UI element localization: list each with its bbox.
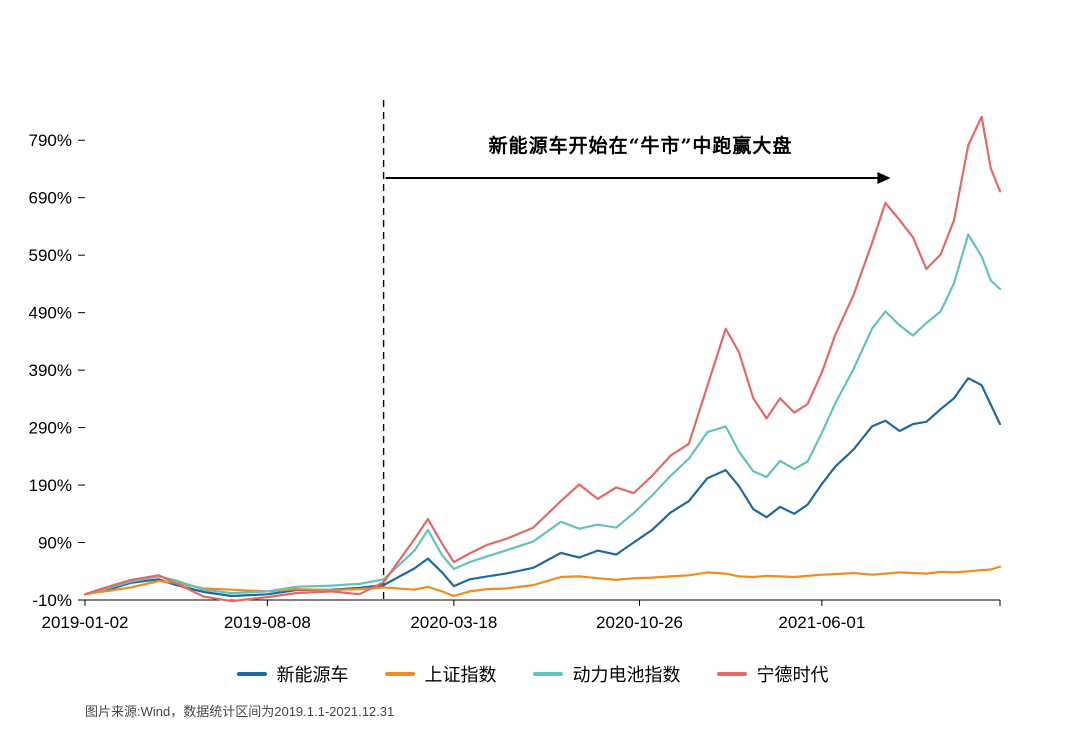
series-line-上证指数 [83,565,1002,598]
y-tick-label: 390% [29,361,72,380]
source-caption: 图片来源:Wind，数据统计区间为2019.1.1-2021.12.31 [85,704,395,719]
x-tick-label: 2019-01-02 [42,613,129,632]
y-tick-label: 590% [29,246,72,265]
legend-item: 新能源车 [236,661,349,687]
x-tick-label: 2020-03-18 [410,613,497,632]
y-tick-label: 190% [29,476,72,495]
x-tick-label: 2021-06-01 [778,613,865,632]
y-tick-label: 690% [29,189,72,208]
legend-label: 宁德时代 [756,665,829,685]
series-line-新能源车 [83,377,1002,598]
legend-line-swatch [236,672,267,676]
legend-label: 新能源车 [276,665,349,685]
chart-legend: 新能源车 上证指数 动力电池指数 宁德时代 [0,661,1065,687]
x-tick-label: 2020-10-26 [596,613,683,632]
series-line-动力电池指数 [83,233,1002,596]
y-tick-label: 790% [29,131,72,150]
annotation-arrow-head [877,172,891,184]
legend-line-swatch [384,672,415,676]
legend-label: 上证指数 [424,665,497,685]
chart-annotation: 新能源车开始在“牛市”中跑赢大盘 [488,135,793,157]
legend-line-swatch [532,672,563,676]
y-tick-label: 90% [38,534,72,553]
y-tick-label: 290% [29,419,72,438]
legend-label: 动力电池指数 [572,665,681,685]
series-line-宁德时代 [83,115,1002,603]
y-tick-label: -10% [32,591,72,610]
y-tick-label: 490% [29,304,72,323]
x-tick-label: 2019-08-08 [224,613,311,632]
legend-item: 宁德时代 [716,661,829,687]
legend-line-swatch [716,672,747,676]
legend-item: 上证指数 [384,661,497,687]
legend-item: 动力电池指数 [532,661,681,687]
